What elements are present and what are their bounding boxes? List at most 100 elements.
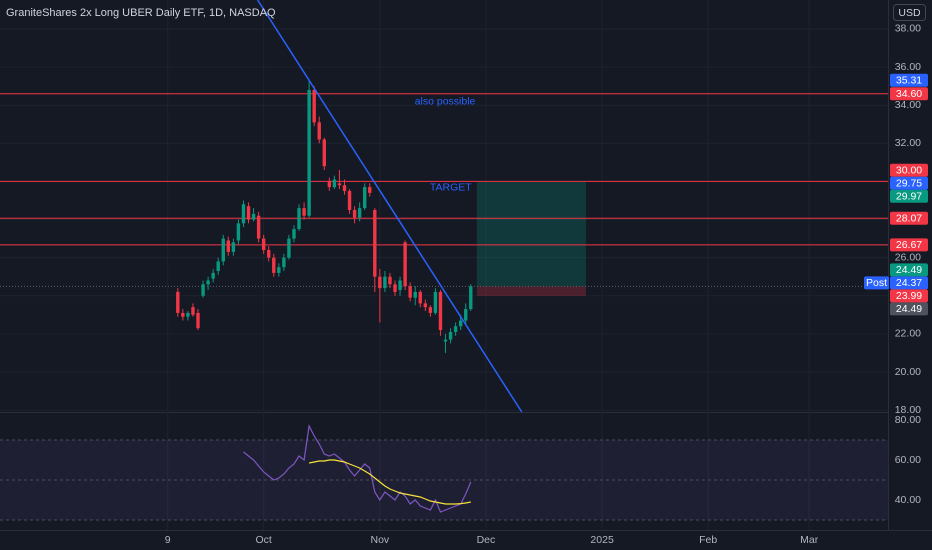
price-label: 24.49: [896, 303, 922, 315]
candle-body: [347, 190, 352, 211]
candle-body: [469, 286, 473, 310]
y-tick-label: 20.00: [895, 366, 921, 378]
candle-body: [342, 185, 347, 191]
candle-body: [236, 223, 241, 241]
candle-body: [302, 208, 306, 216]
price-label-box: [890, 87, 928, 101]
annotation: also possible: [415, 96, 476, 108]
candle-body: [267, 250, 271, 258]
y-tick-label: 34.00: [895, 99, 921, 111]
candle-body: [408, 286, 412, 298]
rsi-tick-label: 80.00: [895, 414, 921, 426]
candle-body: [337, 183, 342, 186]
candle-body: [216, 261, 220, 271]
candle-body: [292, 229, 296, 239]
candle-body: [256, 215, 261, 239]
candle-body: [352, 210, 357, 218]
currency-label[interactable]: USD: [898, 7, 921, 19]
candle-body: [221, 238, 225, 262]
x-tick-label: 9: [165, 534, 171, 546]
annotation: TARGET: [430, 182, 472, 194]
price-label-box: [890, 263, 928, 277]
candle-body: [418, 291, 422, 304]
price-label-box: [890, 73, 928, 87]
candle-body: [357, 208, 362, 218]
price-label: 24.49: [896, 264, 922, 276]
candle-body: [261, 238, 266, 251]
candle-body: [176, 291, 180, 313]
x-tick-label: Feb: [699, 534, 717, 546]
candle-body: [186, 312, 190, 317]
post-tag: [864, 276, 889, 290]
candle-body: [368, 187, 372, 193]
candle-body: [327, 181, 332, 188]
price-label: 24.37: [896, 277, 922, 289]
candle-body: [443, 339, 448, 342]
candle-body: [206, 280, 210, 285]
candle-body: [398, 280, 402, 291]
rsi-tick-label: 40.00: [895, 494, 921, 506]
candle-body: [297, 208, 301, 230]
candle-body: [201, 284, 205, 296]
candle-body: [433, 291, 438, 313]
price-label: 34.60: [896, 88, 922, 100]
candle-body: [362, 187, 367, 209]
candle-body: [251, 213, 256, 220]
price-label: 35.31: [896, 75, 922, 87]
price-label-box: [890, 289, 928, 303]
rsi-tick-label: 60.00: [895, 454, 921, 466]
price-label-box: [890, 163, 928, 177]
position-stop-zone: [476, 286, 586, 296]
rsi-ma-line: [308, 459, 471, 505]
candle-body: [241, 204, 246, 224]
rsi-line: [243, 424, 472, 513]
post-tag-label: Post: [866, 277, 887, 289]
price-label: 29.75: [896, 177, 922, 189]
chart-title: GraniteShares 2x Long UBER Daily ETF, 1D…: [6, 7, 276, 19]
y-tick-label: 26.00: [895, 251, 921, 263]
candle-body: [287, 238, 291, 258]
price-label-box: [890, 189, 928, 203]
x-tick-label: Oct: [256, 534, 272, 546]
x-tick-label: 2025: [590, 534, 614, 546]
price-label-box: [890, 302, 928, 316]
candle-body: [307, 89, 311, 216]
x-tick-label: Mar: [800, 534, 819, 546]
price-label-box: [890, 211, 928, 225]
candle-body: [428, 307, 433, 313]
y-tick-label: 36.00: [895, 61, 921, 73]
candle-body: [438, 291, 443, 331]
position-target-zone: [476, 181, 586, 287]
candle-body: [448, 331, 453, 340]
candle-body: [458, 320, 463, 327]
candle-body: [277, 267, 281, 273]
candle-body: [453, 326, 458, 332]
price-label: 29.97: [896, 190, 922, 202]
y-tick-label: 32.00: [895, 137, 921, 149]
y-tick-label: 22.00: [895, 328, 921, 340]
price-label: 23.99: [896, 290, 922, 302]
price-label-box: [890, 238, 928, 252]
price-label: 30.00: [896, 164, 922, 176]
price-label: 28.07: [896, 212, 922, 224]
candle-body: [226, 240, 231, 252]
candle-body: [191, 307, 195, 315]
price-label-box: [890, 176, 928, 190]
price-label: 26.67: [896, 239, 922, 251]
candle-body: [317, 122, 321, 140]
candle-body: [282, 257, 286, 268]
candle-body: [181, 312, 185, 317]
price-label-box: [890, 276, 928, 290]
candle-body: [272, 257, 276, 273]
candle-body: [322, 139, 326, 167]
x-tick-label: Nov: [371, 534, 390, 546]
currency-button[interactable]: [893, 4, 926, 21]
y-tick-label: 38.00: [895, 23, 921, 35]
candle-body: [211, 272, 215, 279]
candle-body: [413, 291, 417, 298]
y-tick-label: 18.00: [895, 404, 921, 416]
